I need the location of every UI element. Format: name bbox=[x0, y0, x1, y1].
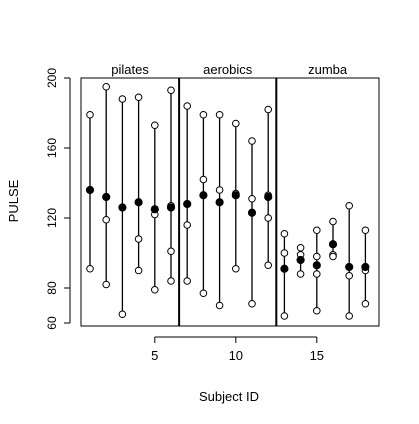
open-point bbox=[167, 277, 175, 285]
open-point bbox=[329, 252, 337, 261]
filled-point bbox=[183, 199, 192, 209]
open-point bbox=[296, 270, 305, 278]
open-point bbox=[183, 102, 191, 110]
open-point bbox=[313, 306, 321, 315]
x-tick-label: 10 bbox=[229, 348, 243, 363]
y-axis-label: PULSE bbox=[6, 179, 21, 222]
open-point bbox=[167, 247, 175, 256]
y-tick-label: 160 bbox=[45, 138, 59, 158]
open-point bbox=[313, 226, 321, 235]
x-tick-label: 15 bbox=[310, 348, 324, 363]
open-point bbox=[102, 280, 110, 289]
filled-point bbox=[312, 261, 321, 270]
x-tick-label: 5 bbox=[151, 348, 158, 363]
filled-point bbox=[199, 191, 208, 200]
filled-point bbox=[85, 185, 95, 195]
filled-point bbox=[134, 198, 143, 207]
open-point bbox=[232, 119, 240, 128]
open-point bbox=[151, 285, 159, 294]
filled-point bbox=[264, 192, 273, 202]
open-point bbox=[102, 82, 110, 91]
panel-label: zumba bbox=[308, 62, 348, 77]
open-point bbox=[232, 264, 240, 273]
open-point bbox=[280, 229, 289, 238]
panel-label: aerobics bbox=[203, 62, 253, 77]
open-point bbox=[313, 252, 321, 261]
open-point bbox=[199, 175, 208, 184]
filled-point bbox=[361, 262, 370, 272]
open-point bbox=[134, 235, 143, 243]
filled-point bbox=[166, 203, 176, 212]
open-point bbox=[215, 110, 224, 119]
open-point bbox=[118, 95, 127, 103]
open-point bbox=[329, 217, 337, 226]
filled-point bbox=[328, 240, 338, 249]
open-point bbox=[248, 299, 256, 308]
y-tick-label: 60 bbox=[45, 316, 59, 330]
open-point bbox=[280, 249, 289, 257]
filled-point bbox=[247, 208, 257, 217]
filled-point bbox=[118, 203, 127, 212]
filled-point bbox=[102, 192, 111, 202]
open-point bbox=[361, 299, 370, 308]
open-point bbox=[199, 289, 208, 298]
open-point bbox=[296, 243, 305, 252]
filled-point bbox=[296, 255, 305, 265]
open-point bbox=[151, 121, 159, 130]
open-point bbox=[183, 221, 191, 229]
open-point bbox=[86, 264, 94, 273]
open-point bbox=[118, 310, 127, 319]
filled-point bbox=[231, 191, 240, 200]
open-point bbox=[134, 266, 143, 275]
open-point bbox=[345, 201, 354, 210]
open-point bbox=[248, 137, 256, 145]
open-point bbox=[183, 277, 191, 285]
open-point bbox=[264, 214, 273, 222]
x-axis-label: Subject ID bbox=[199, 389, 259, 404]
open-point bbox=[264, 105, 273, 114]
y-tick-label: 120 bbox=[45, 208, 59, 228]
open-point bbox=[345, 312, 354, 320]
open-point bbox=[264, 261, 273, 270]
open-point bbox=[215, 186, 224, 194]
open-point bbox=[167, 86, 175, 95]
y-tick-label: 80 bbox=[45, 281, 59, 295]
open-point bbox=[199, 110, 208, 119]
y-tick-label: 200 bbox=[45, 68, 59, 88]
filled-point bbox=[215, 198, 224, 207]
open-point bbox=[134, 93, 143, 102]
open-point bbox=[86, 110, 94, 119]
plot-area: pilates aerobics zumba 60 80 120 160 200 5 10 15 bbox=[45, 62, 380, 363]
plot-frame bbox=[80, 77, 380, 327]
open-point bbox=[313, 270, 321, 278]
panel-label: pilates bbox=[111, 62, 149, 77]
open-point bbox=[361, 226, 370, 235]
open-point bbox=[102, 215, 110, 224]
filled-point bbox=[280, 264, 289, 273]
filled-point bbox=[345, 262, 354, 272]
open-point bbox=[345, 271, 354, 280]
open-point bbox=[280, 312, 289, 320]
filled-point bbox=[150, 205, 159, 214]
open-point bbox=[248, 194, 256, 203]
open-point bbox=[215, 301, 224, 310]
